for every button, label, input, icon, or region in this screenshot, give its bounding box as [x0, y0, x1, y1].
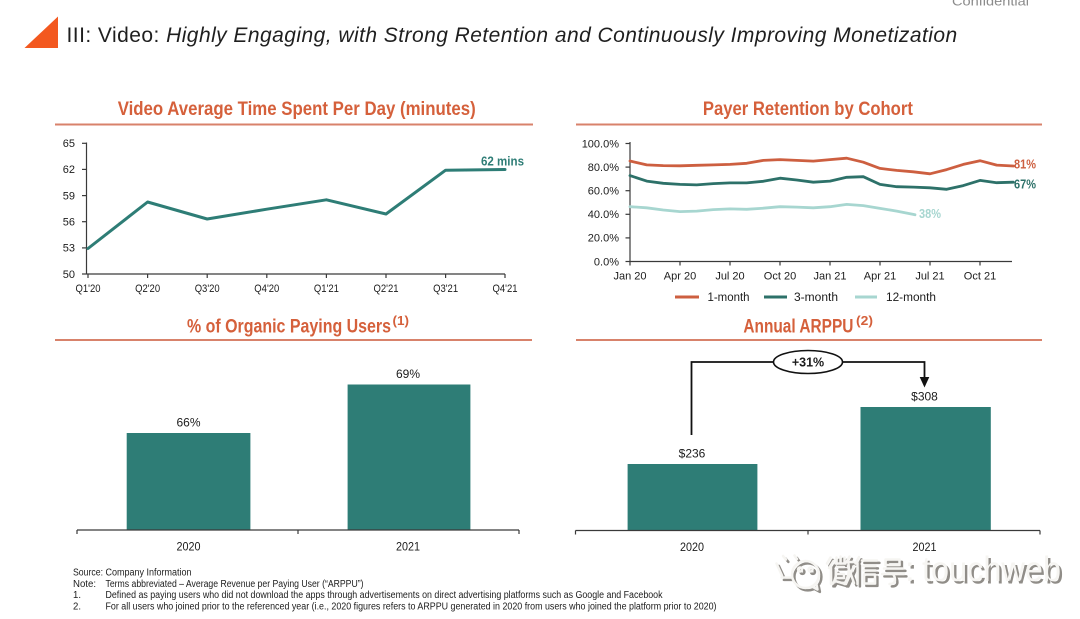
svg-text:III: Video: Highly Engaging, w: III: Video: Highly Engaging, with Strong… [67, 24, 958, 47]
svg-text:Video Average Time Spent Per D: Video Average Time Spent Per Day (minute… [118, 99, 476, 120]
svg-text:2020: 2020 [680, 540, 704, 554]
svg-text:69%: 69% [396, 367, 420, 381]
svg-text:20.0%: 20.0% [588, 233, 619, 245]
svg-text::: : [905, 550, 915, 589]
svg-text:Jul 21: Jul 21 [915, 270, 944, 282]
svg-text:% of Organic Paying Users: % of Organic Paying Users [187, 317, 391, 338]
svg-text:Terms abbreviated – Average Re: Terms abbreviated – Average Revenue per … [106, 579, 364, 590]
svg-text:3-month: 3-month [794, 292, 838, 304]
svg-text:Q2'20: Q2'20 [135, 283, 160, 295]
svg-text:(2): (2) [856, 314, 873, 328]
svg-text:40.0%: 40.0% [588, 209, 619, 221]
svg-text:62: 62 [63, 164, 75, 176]
svg-text:Defined as paying users who di: Defined as paying users who did not down… [106, 590, 663, 601]
svg-text:Q3'21: Q3'21 [433, 283, 458, 295]
svg-text:Source:: Source: [73, 568, 103, 579]
svg-text:38%: 38% [919, 207, 941, 221]
svg-text:Confidential: Confidential [952, 0, 1029, 9]
svg-text:59: 59 [63, 190, 75, 202]
svg-text:Q1'21: Q1'21 [314, 283, 339, 295]
svg-text:65: 65 [63, 138, 75, 150]
svg-text:touchweb: touchweb [924, 552, 1063, 591]
svg-text:$236: $236 [679, 447, 706, 461]
svg-text:Jul 20: Jul 20 [715, 270, 744, 282]
svg-text:Apr 20: Apr 20 [664, 270, 696, 282]
svg-text:Payer Retention by Cohort: Payer Retention by Cohort [703, 99, 914, 120]
svg-text:$308: $308 [911, 390, 938, 404]
svg-text:62 mins: 62 mins [481, 155, 524, 169]
svg-text:Annual ARPPU: Annual ARPPU [743, 317, 853, 338]
svg-text:touchweb: touchweb [922, 550, 1061, 589]
svg-text:Q3'20: Q3'20 [195, 283, 220, 295]
svg-text:(1): (1) [393, 314, 410, 328]
svg-text:Oct 21: Oct 21 [964, 270, 996, 282]
svg-text:60.0%: 60.0% [588, 186, 619, 198]
svg-text:Apr 21: Apr 21 [864, 270, 896, 282]
svg-text::: : [907, 552, 917, 591]
svg-text:67%: 67% [1014, 178, 1036, 192]
svg-text:50: 50 [63, 269, 75, 281]
svg-text:For all users who joined prior: For all users who joined prior to the re… [106, 602, 717, 613]
svg-text:Q1'20: Q1'20 [76, 283, 101, 295]
svg-text:Jan 20: Jan 20 [613, 270, 646, 282]
svg-text:Company Information: Company Information [106, 568, 192, 579]
svg-text:56: 56 [63, 217, 75, 229]
svg-text:Jan 21: Jan 21 [813, 270, 846, 282]
svg-text:53: 53 [63, 243, 75, 255]
svg-text:Q4'21: Q4'21 [493, 283, 518, 295]
svg-text:66%: 66% [176, 416, 200, 430]
svg-text:12-month: 12-month [886, 292, 936, 304]
svg-text:0.0%: 0.0% [594, 256, 619, 268]
svg-text:81%: 81% [1014, 158, 1036, 172]
svg-text:2020: 2020 [177, 540, 201, 554]
svg-text:+31%: +31% [792, 356, 824, 370]
svg-text:2.: 2. [73, 602, 81, 613]
svg-text:Oct 20: Oct 20 [764, 270, 796, 282]
svg-text:100.0%: 100.0% [582, 138, 620, 150]
svg-text:Q2'21: Q2'21 [374, 283, 399, 295]
svg-text:1.: 1. [73, 590, 81, 601]
svg-text:80.0%: 80.0% [588, 162, 619, 174]
svg-text:Q4'20: Q4'20 [254, 283, 279, 295]
svg-text:Note:: Note: [73, 579, 96, 590]
svg-text:2021: 2021 [913, 540, 937, 554]
svg-text:2021: 2021 [396, 540, 420, 554]
svg-text:1-month: 1-month [708, 292, 750, 304]
